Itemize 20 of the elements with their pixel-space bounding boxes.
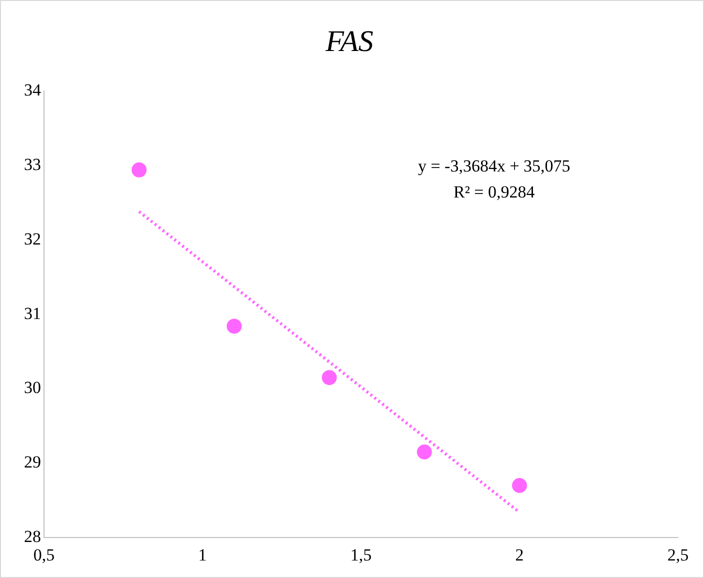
point bbox=[226, 318, 242, 334]
y-tick-label: 29 bbox=[24, 452, 41, 472]
y-tick-label: 31 bbox=[24, 304, 41, 323]
y-tick-label: 32 bbox=[24, 229, 41, 248]
point bbox=[512, 478, 527, 493]
chart-title: FAS bbox=[324, 24, 374, 58]
point bbox=[132, 162, 147, 178]
y-tick-label: 28 bbox=[24, 527, 41, 546]
y-tick-label: 34 bbox=[24, 80, 42, 100]
x-tick-label: 2,5 bbox=[667, 545, 689, 564]
x-tick-label: 0,5 bbox=[33, 545, 55, 564]
annotation: R² = 0,9284 bbox=[454, 182, 536, 202]
point bbox=[416, 444, 432, 460]
y-tick-label: 33 bbox=[24, 154, 41, 174]
point bbox=[322, 370, 337, 386]
x-tick-label: 2 bbox=[515, 545, 524, 564]
annotation: y = -3,3684x + 35,075 bbox=[418, 156, 570, 176]
x-tick-label: 1,5 bbox=[350, 545, 372, 564]
y-tick-label: 30 bbox=[24, 378, 41, 398]
x-tick-label: 1 bbox=[198, 545, 207, 564]
